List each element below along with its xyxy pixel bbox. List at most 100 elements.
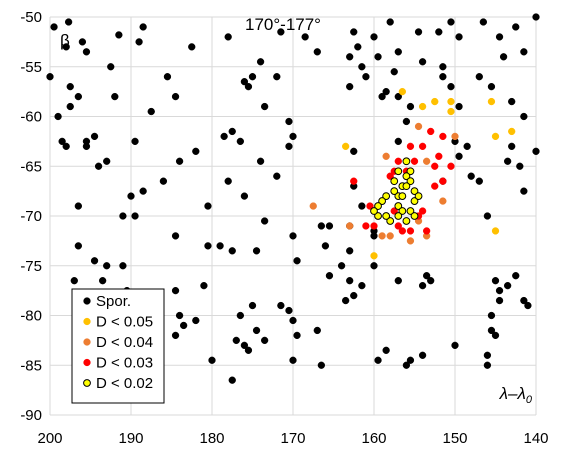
x-tick-label: 180 (199, 430, 224, 447)
data-point (289, 316, 297, 325)
data-point (447, 83, 455, 91)
legend-marker (83, 379, 91, 387)
data-point (431, 182, 439, 190)
legend-marker (83, 358, 91, 367)
data-point (439, 197, 447, 205)
data-point (94, 162, 103, 170)
data-point (414, 192, 423, 201)
data-point (491, 132, 500, 141)
data-point (447, 107, 455, 116)
data-point (418, 351, 427, 359)
data-point (228, 127, 236, 136)
series-1 (342, 87, 516, 260)
data-point (406, 102, 415, 111)
data-point (508, 127, 516, 136)
data-point (406, 177, 415, 186)
data-point (402, 361, 411, 369)
data-point (378, 232, 386, 240)
data-point (370, 262, 378, 270)
data-point (261, 102, 269, 111)
legend-label: Spor. (96, 293, 131, 310)
x-tick-label: 140 (523, 430, 548, 447)
data-point (370, 222, 378, 230)
data-point (451, 341, 459, 350)
data-point (256, 58, 265, 66)
data-point (512, 272, 520, 280)
data-point (82, 48, 91, 56)
data-point (455, 33, 463, 41)
data-point (232, 336, 240, 345)
data-point (135, 38, 143, 46)
data-point (370, 232, 378, 240)
data-point (261, 217, 269, 225)
data-point (171, 92, 180, 101)
data-point (346, 222, 354, 230)
data-point (410, 197, 419, 205)
data-point (394, 48, 402, 56)
data-point (410, 187, 419, 196)
data-point (451, 132, 459, 141)
data-point (374, 53, 382, 61)
legend-marker (83, 297, 91, 305)
data-point (228, 247, 236, 255)
data-point (487, 326, 496, 335)
x-axis-ticks: 200 190 180 170 160 150 140 (37, 430, 548, 447)
x-axis-label-main: λ–λ (499, 384, 526, 403)
data-point (398, 227, 407, 235)
y-tick-label: -75 (20, 258, 42, 275)
data-point (139, 187, 147, 195)
data-point (374, 202, 382, 210)
data-point (277, 28, 285, 36)
data-point (402, 157, 411, 166)
data-point (390, 177, 399, 186)
data-point (216, 242, 224, 250)
data-point (435, 28, 443, 36)
data-point (370, 33, 378, 41)
data-point (378, 92, 386, 101)
data-point (159, 177, 168, 185)
x-axis-label: λ–λ0 (499, 384, 533, 406)
series-4 (370, 157, 423, 225)
data-point (293, 257, 301, 265)
data-point (394, 202, 403, 210)
x-tick-label: 160 (361, 430, 386, 447)
data-point (398, 207, 407, 215)
data-point (382, 87, 390, 96)
x-tick-label: 200 (37, 430, 62, 447)
data-point (390, 68, 398, 76)
data-point (301, 33, 309, 41)
data-point (236, 137, 245, 146)
data-point (66, 102, 74, 111)
data-point (346, 83, 354, 91)
data-point (358, 63, 366, 71)
data-point (431, 162, 439, 170)
data-point (248, 301, 257, 310)
data-point (398, 87, 407, 96)
data-point (240, 78, 249, 86)
data-point (487, 83, 496, 91)
data-point (435, 152, 443, 160)
data-point (313, 326, 321, 335)
y-tick-label: -50 (20, 9, 42, 26)
data-point (483, 351, 492, 359)
data-point (370, 252, 378, 260)
data-point (487, 311, 496, 320)
data-point (520, 48, 528, 56)
data-point (520, 187, 528, 195)
data-point (285, 142, 293, 151)
data-point (439, 73, 447, 81)
data-point (524, 301, 532, 310)
data-point (418, 282, 427, 290)
data-point (427, 127, 435, 136)
data-point (394, 157, 402, 165)
data-point (447, 18, 455, 26)
chart-title: 170°-177° (245, 15, 321, 34)
data-point (418, 142, 427, 151)
data-point (495, 286, 504, 295)
data-point (50, 23, 58, 31)
data-point (487, 97, 496, 106)
data-point (224, 177, 232, 185)
data-point (127, 192, 135, 200)
data-point (463, 142, 471, 151)
